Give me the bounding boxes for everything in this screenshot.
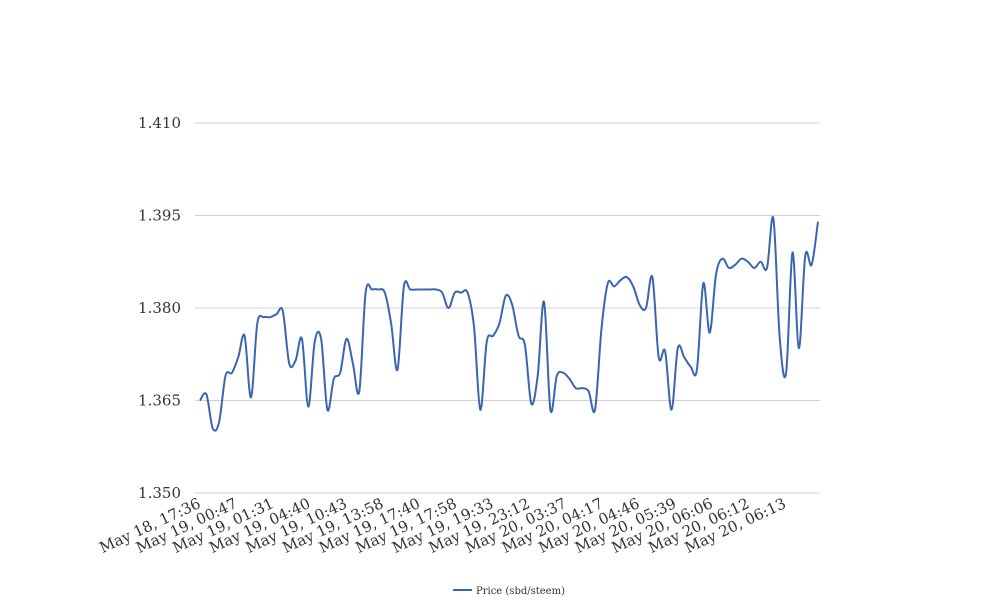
y-tick-label: 1.365 — [138, 392, 181, 410]
y-tick-label: 1.410 — [138, 114, 181, 132]
series-layer — [199, 215, 819, 432]
y-axis-tick-labels: 1.350 1.365 1.380 1.395 1.410 — [138, 114, 181, 502]
y-tick-label: 1.380 — [138, 299, 181, 317]
gridlines — [195, 122, 820, 494]
y-tick-label: 1.395 — [138, 207, 181, 225]
legend[interactable]: Price (sbd/steem) — [453, 586, 565, 597]
y-tick-label: 1.350 — [138, 484, 181, 502]
legend-label-price: Price (sbd/steem) — [476, 586, 565, 597]
series-line-price — [199, 215, 819, 432]
